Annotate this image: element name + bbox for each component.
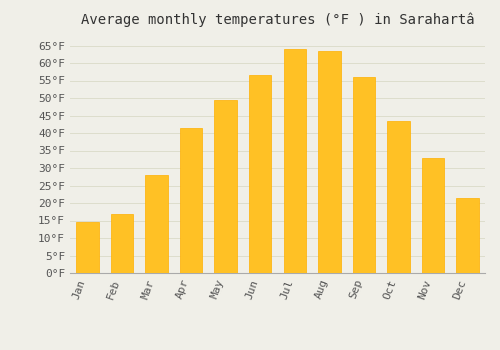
Bar bbox=[180, 128, 203, 273]
Bar bbox=[284, 49, 306, 273]
Bar bbox=[388, 121, 410, 273]
Bar bbox=[249, 75, 272, 273]
Bar bbox=[145, 175, 168, 273]
Bar bbox=[318, 51, 340, 273]
Title: Average monthly temperatures (°F ) in Sarahartâ: Average monthly temperatures (°F ) in Sa… bbox=[80, 12, 474, 27]
Bar bbox=[214, 100, 237, 273]
Bar bbox=[422, 158, 444, 273]
Bar bbox=[76, 222, 98, 273]
Bar bbox=[352, 77, 375, 273]
Bar bbox=[456, 198, 479, 273]
Bar bbox=[110, 214, 133, 273]
